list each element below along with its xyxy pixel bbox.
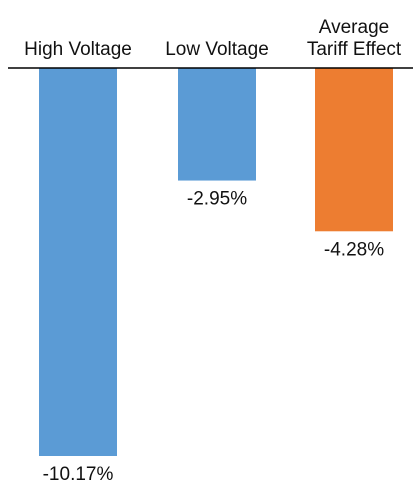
category-label-2-line-1: Tariff Effect bbox=[307, 39, 402, 60]
data-label-1: -2.95% bbox=[187, 189, 247, 210]
bars-group bbox=[39, 68, 393, 456]
bar-0 bbox=[39, 68, 117, 456]
data-label-0: -10.17% bbox=[43, 464, 114, 485]
category-label-1: Low Voltage bbox=[165, 39, 269, 60]
category-label-0: High Voltage bbox=[24, 39, 132, 60]
bar-2 bbox=[315, 68, 393, 232]
category-label-2-line-0: Average bbox=[319, 17, 389, 38]
bar-1 bbox=[178, 68, 256, 181]
data-label-2: -4.28% bbox=[324, 239, 384, 260]
value-labels-group: -10.17% -2.95% -4.28% bbox=[43, 189, 385, 485]
